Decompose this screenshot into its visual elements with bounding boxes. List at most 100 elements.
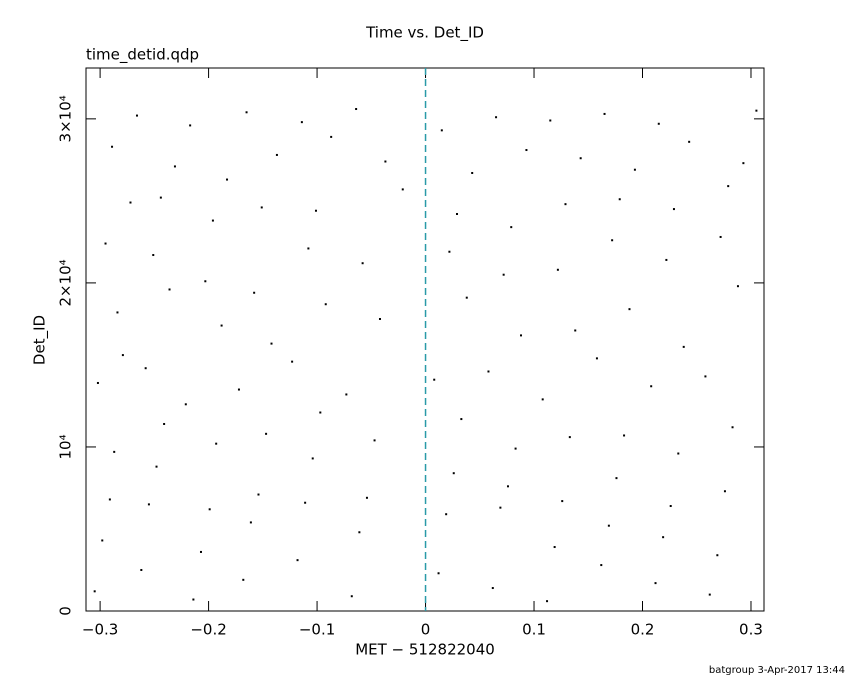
point [618,198,621,201]
point [677,452,680,455]
point [623,434,626,437]
x-tick-label: 0.3 [739,621,763,639]
point [448,250,451,253]
point [265,432,268,435]
point [433,378,436,381]
point [319,411,322,414]
point [152,254,155,257]
point [304,501,307,504]
point [101,539,104,542]
chart-subtitle: time_detid.qdp [86,46,199,65]
point [296,559,299,562]
point [253,291,256,294]
y-tick-label: 10⁴ [57,434,75,459]
point [358,531,361,534]
point [742,162,745,165]
x-axis-label: MET − 512822040 [355,641,495,659]
point [704,375,707,378]
point [129,201,132,204]
point [736,285,739,288]
point [574,329,577,332]
point [657,122,660,125]
point [108,498,111,501]
point [682,345,685,348]
point [520,334,523,337]
point [471,171,474,174]
point [147,503,150,506]
point [220,324,223,327]
point [437,572,440,575]
point [495,116,498,119]
point [556,268,559,271]
point [211,219,214,222]
point [491,587,494,590]
point [311,457,314,460]
point [723,490,726,493]
chart-title: Time vs. Det_ID [365,24,484,43]
point [688,140,691,143]
point [168,288,171,291]
x-tick-label: −0.1 [299,621,335,639]
point [579,157,582,160]
point [215,442,218,445]
point [192,598,195,601]
point [615,477,618,480]
point [245,111,248,114]
y-tick-label: 0 [57,606,75,616]
point [184,403,187,406]
point [541,398,544,401]
point [553,546,556,549]
x-tick-label: 0.2 [631,621,655,639]
point [456,213,459,216]
point [487,370,490,373]
point [96,381,99,384]
point [314,209,317,212]
point [365,496,368,499]
point [440,129,443,132]
point [173,165,176,168]
point [275,153,278,156]
point [111,145,114,148]
point [445,513,448,516]
point [384,160,387,163]
point [672,208,675,211]
point [595,357,598,360]
x-tick-label: −0.2 [190,621,226,639]
point [260,206,263,209]
point [716,554,719,557]
point [662,536,665,539]
point [502,273,505,276]
point [324,303,327,306]
point [611,239,614,242]
point [561,500,564,503]
point [546,600,549,603]
point [144,367,147,370]
footer: batgroup 3-Apr-2017 13:44 [709,665,845,676]
point [654,582,657,585]
point [121,354,124,357]
point [607,524,610,527]
point [104,242,107,245]
point [549,119,552,122]
point [242,578,245,581]
point [460,418,463,421]
point [727,185,730,188]
x-tick-label: 0 [421,621,431,639]
point [113,450,116,453]
x-tick-label: 0.1 [522,621,546,639]
point [669,505,672,508]
point [378,317,381,320]
point [307,247,310,250]
point [345,393,348,396]
point [525,149,528,152]
point [140,568,143,571]
point [93,590,96,593]
point [355,108,358,111]
point [135,114,138,117]
y-tick-label: 3×10⁴ [57,95,75,142]
point [350,595,353,598]
point [249,521,252,524]
point [116,311,119,314]
point [226,178,229,181]
point [257,493,260,496]
